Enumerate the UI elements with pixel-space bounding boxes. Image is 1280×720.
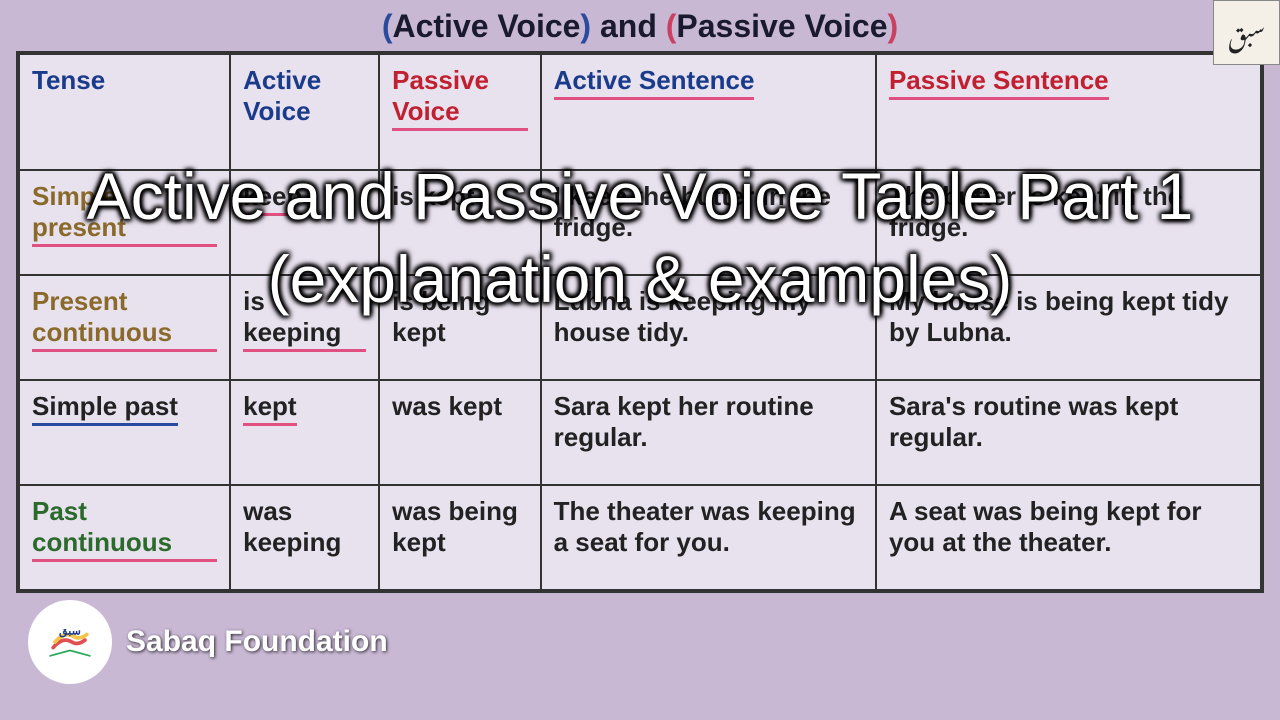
col-header-passive-sentence: Passive Sentence — [876, 54, 1261, 170]
cell-passive-sentence: A seat was being kept for you at the the… — [876, 485, 1261, 590]
cell-active: kept — [230, 380, 379, 485]
corner-label: سبق — [1213, 0, 1280, 65]
cell-active: keep — [230, 170, 379, 275]
cell-tense: Simple past — [19, 380, 230, 485]
title-passive: Passive Voice — [676, 8, 887, 44]
title-active: Active Voice — [392, 8, 580, 44]
cell-passive: was being kept — [379, 485, 540, 590]
cell-passive: is kept — [379, 170, 540, 275]
cell-passive-sentence: My house is being kept tidy by Lubna. — [876, 275, 1261, 380]
cell-passive: is being kept — [379, 275, 540, 380]
table-row: Present continuous is keeping is being k… — [19, 275, 1261, 380]
cell-tense: Past continuous — [19, 485, 230, 590]
cell-active-sentence: The theater was keeping a seat for you. — [541, 485, 876, 590]
logo-icon: سبق — [28, 600, 112, 684]
col-header-passive-voice: Passive Voice — [379, 54, 540, 170]
col-header-tense: Tense — [19, 54, 230, 170]
cell-active-sentence: Sara kept her routine regular. — [541, 380, 876, 485]
cell-active: is keeping — [230, 275, 379, 380]
logo-area: سبق Sabaq Foundation — [28, 600, 388, 684]
cell-active-sentence: I keep the butter in the fridge. — [541, 170, 876, 275]
cell-tense: Simple present — [19, 170, 230, 275]
voice-table: Tense Active Voice Passive Voice Active … — [16, 51, 1264, 593]
cell-tense: Present continuous — [19, 275, 230, 380]
logo-text: Sabaq Foundation — [126, 625, 388, 659]
col-header-active-voice: Active Voice — [230, 54, 379, 170]
page-title: (Active Voice) and (Passive Voice) — [0, 0, 1280, 51]
cell-passive: was kept — [379, 380, 540, 485]
cell-passive-sentence: Sara's routine was kept regular. — [876, 380, 1261, 485]
table-row: Past continuous was keeping was being ke… — [19, 485, 1261, 590]
cell-active: was keeping — [230, 485, 379, 590]
table-header-row: Tense Active Voice Passive Voice Active … — [19, 54, 1261, 170]
cell-active-sentence: Lubna is keeping my house tidy. — [541, 275, 876, 380]
table-row: Simple past kept was kept Sara kept her … — [19, 380, 1261, 485]
title-and: and — [600, 8, 657, 44]
svg-text:سبق: سبق — [59, 626, 81, 638]
table-row: Simple present keep is kept I keep the b… — [19, 170, 1261, 275]
cell-passive-sentence: The butter is kept in the fridge. — [876, 170, 1261, 275]
col-header-active-sentence: Active Sentence — [541, 54, 876, 170]
